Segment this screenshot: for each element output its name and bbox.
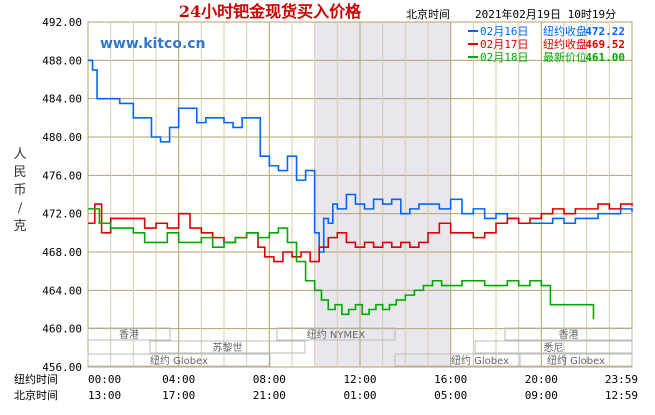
- legend-date: 02月17日: [480, 38, 529, 51]
- session-bar: [276, 327, 396, 341]
- y-tick-label: 456.00: [42, 361, 82, 374]
- session-label: 纽约 Globex: [451, 354, 509, 367]
- y-axis-label-char: /: [18, 201, 23, 216]
- y-axis-label-char: 人: [13, 147, 26, 162]
- header-timestamp: 2021年02月19日 10时19分: [475, 7, 616, 21]
- y-tick-label: 476.00: [42, 169, 82, 182]
- legend-label: 最新价位: [543, 50, 587, 64]
- series-line: [88, 203, 633, 263]
- x-tick-ny: 23:59: [605, 373, 638, 386]
- session-bar: [149, 340, 306, 354]
- chart-title: 24小时钯金现货买入价格: [179, 2, 362, 21]
- series-line: [88, 208, 595, 320]
- y-tick-label: 484.00: [42, 93, 82, 106]
- y-tick-label: 492.00: [42, 16, 82, 29]
- x-tick-bj: 13:00: [88, 389, 121, 402]
- y-axis-label-char: 民: [13, 165, 26, 180]
- x-tick-bj: 09:00: [525, 389, 558, 402]
- x-tick-bj: 21:00: [253, 389, 286, 402]
- session-bar: [394, 353, 566, 367]
- x-tick-bj: 05:00: [434, 389, 467, 402]
- y-tick-labels: 492.00 488.00 484.00 480.00 476.00 472.00 468.…: [42, 16, 82, 374]
- session-bar: [87, 353, 271, 367]
- session-label: 纽约 Globex: [547, 354, 605, 367]
- x-tick-ny: 16:00: [434, 373, 467, 386]
- watermark: www.kitco.cn: [100, 36, 206, 52]
- legend-label: 纽约收盘: [543, 24, 587, 38]
- session-label: 纽约 NYMEX: [307, 328, 366, 341]
- price-series: [88, 59, 633, 320]
- y-tick-label: 488.00: [42, 54, 82, 67]
- y-tick-label: 464.00: [42, 284, 82, 297]
- session-bar: [474, 340, 633, 354]
- session-label: 悉尼: [544, 342, 564, 354]
- x-tick-ny: 08:00: [253, 373, 286, 386]
- x-tick-ny: 04:00: [162, 373, 195, 386]
- session-label: 香港: [559, 329, 579, 341]
- x-tick-ny: 20:00: [525, 373, 558, 386]
- x-tick-bj: 01:00: [343, 389, 376, 402]
- row-label-ny: 纽约时间: [14, 372, 58, 386]
- session-label: 苏黎世: [213, 341, 243, 354]
- x-tick-labels: 00:00 04:00 08:00 12:00 16:00 20:00 23:59 13:00…: [88, 373, 638, 402]
- session-bar: [519, 353, 633, 367]
- legend-value: 469.52: [585, 38, 625, 51]
- y-tick-label: 472.00: [42, 208, 82, 221]
- header-location: 北京时间: [406, 7, 450, 21]
- legend-date: 02月16日: [480, 25, 529, 38]
- x-tick-ny: 00:00: [88, 373, 121, 386]
- session-label: 香港: [119, 329, 139, 341]
- y-axis-label: 人民币 / 克: [13, 147, 26, 234]
- x-tick-bj: 17:00: [162, 389, 195, 402]
- y-axis-label-char: 克: [13, 219, 26, 234]
- legend-date: 02月18日: [480, 51, 529, 64]
- row-label-bj: 北京时间: [14, 388, 58, 402]
- y-tick-label: 468.00: [42, 246, 82, 259]
- y-axis-label-char: 币: [13, 183, 26, 198]
- y-tick-label: 480.00: [42, 131, 82, 144]
- session-bar: [87, 327, 171, 341]
- x-tick-bj: 12:59: [605, 389, 638, 402]
- y-tick-label: 460.00: [42, 323, 82, 336]
- legend-value: 461.00: [585, 51, 625, 64]
- legend-value: 472.22: [585, 25, 625, 38]
- session-label: 纽约 Globex: [150, 354, 208, 367]
- legend-label: 纽约收盘: [543, 37, 587, 51]
- session-bar: [504, 327, 633, 341]
- x-tick-ny: 12:00: [343, 373, 376, 386]
